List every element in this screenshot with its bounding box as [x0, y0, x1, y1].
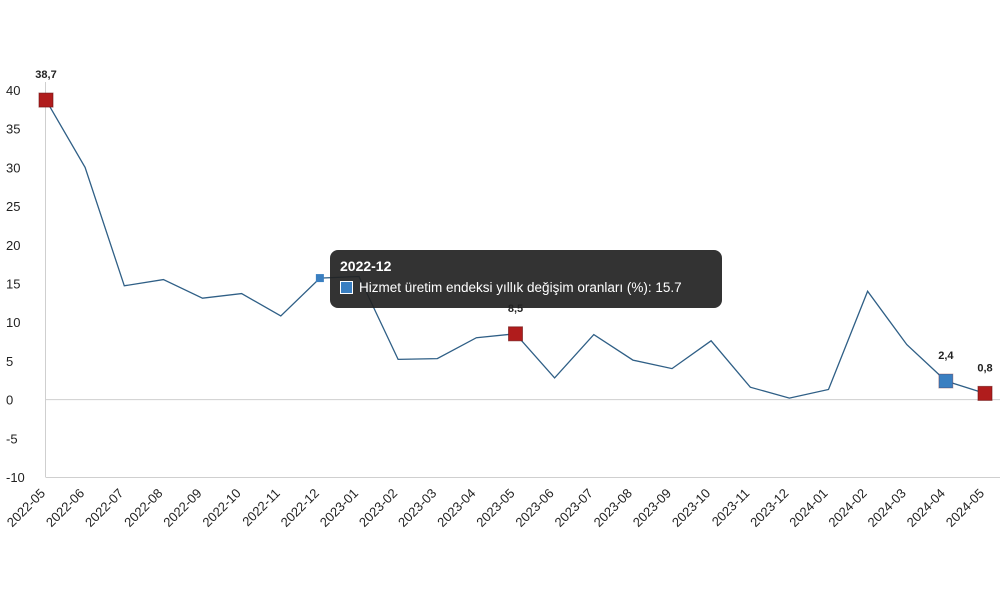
y-tick-label: 5 [6, 354, 13, 369]
x-tick-label: 2023-08 [591, 486, 635, 530]
markers [39, 93, 992, 400]
x-tick-label: 2023-12 [747, 486, 791, 530]
y-tick-label: 0 [6, 393, 13, 408]
x-tick-label: 2023-01 [317, 486, 361, 530]
x-tick-label: 2023-09 [630, 486, 674, 530]
y-tick-label: 35 [6, 122, 20, 137]
y-tick-label: -10 [6, 470, 25, 485]
x-tick-label: 2022-09 [160, 486, 204, 530]
highlight-marker [39, 93, 53, 107]
y-tick-label: -5 [6, 431, 18, 446]
x-tick-label: 2022-08 [121, 486, 165, 530]
data-label: 2,4 [938, 350, 954, 362]
x-tick-label: 2022-07 [82, 486, 126, 530]
x-tick-label: 2024-03 [865, 486, 909, 530]
tooltip-series-name: Hizmet üretim endeksi yıllık değişim ora… [359, 280, 648, 295]
x-tick-label: 2023-05 [473, 486, 517, 530]
x-axis-ticks: 2022-052022-062022-072022-082022-092022-… [4, 486, 987, 530]
tooltip-value: 15.7 [655, 280, 681, 295]
x-tick-label: 2023-06 [512, 486, 556, 530]
y-axis-ticks: -10 -5 0 5 10 15 20 25 30 35 40 [6, 83, 25, 485]
x-tick-label: 2022-10 [199, 486, 243, 530]
x-tick-label: 2024-05 [943, 486, 987, 530]
y-tick-label: 30 [6, 160, 20, 175]
data-label: 0,8 [977, 362, 992, 374]
y-tick-label: 10 [6, 315, 20, 330]
tooltip-swatch-icon [340, 281, 353, 294]
x-tick-label: 2022-05 [4, 486, 48, 530]
x-tick-label: 2024-01 [786, 486, 830, 530]
tooltip-separator: : [648, 280, 656, 295]
y-tick-label: 40 [6, 83, 20, 98]
x-tick-label: 2023-04 [434, 486, 478, 530]
x-tick-label: 2023-11 [709, 486, 753, 530]
tooltip-title: 2022-12 [340, 258, 712, 274]
y-tick-label: 15 [6, 277, 20, 292]
tooltip-row: Hizmet üretim endeksi yıllık değişim ora… [340, 280, 712, 295]
x-tick-label: 2023-02 [356, 486, 400, 530]
x-tick-label: 2024-04 [904, 486, 948, 530]
hover-point-marker [316, 274, 324, 282]
x-tick-label: 2023-07 [552, 486, 596, 530]
data-label: 38,7 [35, 69, 56, 81]
highlight-marker [939, 374, 953, 388]
highlight-marker [509, 327, 523, 341]
tooltip: 2022-12 Hizmet üretim endeksi yıllık değ… [330, 250, 722, 308]
x-tick-label: 2022-12 [278, 486, 322, 530]
x-tick-label: 2022-06 [43, 486, 87, 530]
x-tick-label: 2022-11 [239, 486, 283, 530]
x-tick-label: 2023-10 [669, 486, 713, 530]
y-tick-label: 25 [6, 199, 20, 214]
highlight-marker [978, 386, 992, 400]
x-tick-label: 2024-02 [825, 486, 869, 530]
y-tick-label: 20 [6, 238, 20, 253]
x-tick-label: 2023-03 [395, 486, 439, 530]
